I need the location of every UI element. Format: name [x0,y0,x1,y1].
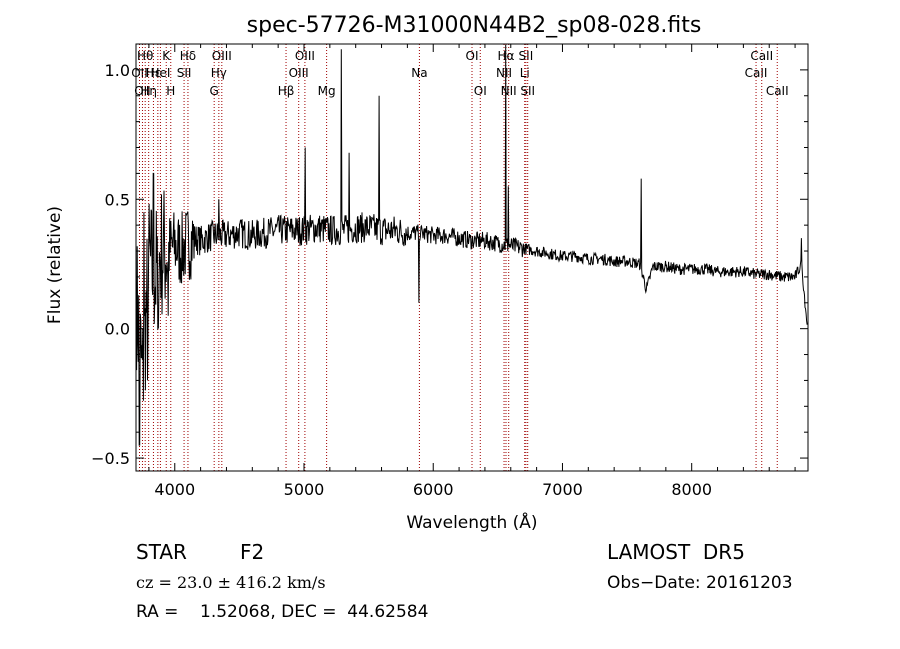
line-marker-label: Hε [146,66,162,80]
line-marker-label: CaII [745,66,768,80]
line-marker-label: OII [134,84,151,98]
line-marker-label: OI [466,49,479,63]
object-subclass: F2 [240,540,265,564]
line-marker-label: OIII [295,49,315,63]
axes: 4000 5000 6000 7000 8000 −0.5 0.0 0.5 1.0 [91,43,809,499]
y-tick-label: 1.0 [105,61,130,80]
y-tick-label: 0.0 [105,320,130,339]
x-axis-label: Wavelength (Å) [406,511,537,533]
x-tick-label: 8000 [671,480,712,499]
line-marker-label: Hη [140,84,157,98]
line-marker-label: G [210,84,219,98]
line-marker-label: Li [520,66,530,80]
line-marker-label: H [166,84,175,98]
line-marker-label: Hδ [180,49,196,63]
line-marker-label: NII [501,84,517,98]
line-marker-label: HeI [150,66,170,80]
line-marker-label: Hγ [211,66,227,80]
plot-frame [135,43,809,472]
y-tick-label: −0.5 [91,449,130,468]
coordinates: RA = 1.52068, DEC = 44.62584 [136,602,429,622]
x-tick-label: 6000 [413,480,454,499]
y-axis-label: Flux (relative) [45,206,65,324]
line-marker-label: SII [519,49,534,63]
spectrum-layer [136,44,808,446]
line-marker-label: Hβ [278,84,295,98]
line-marker-label: OIII [289,66,309,80]
object-class: STAR [136,540,187,564]
line-marker-label: CaII [750,49,773,63]
line-marker-label: CaII [766,84,789,98]
line-marker-label: OI [474,84,487,98]
line-marker-layer: OIIOIIHθHηHεHeIKHSIIHδGHγOIIIHβOIIIOIIIM… [131,44,789,471]
chart-title: spec-57726-M31000N44B2_sp08-028.fits [247,13,702,38]
line-marker-label: K [162,49,171,63]
line-marker-label: SII [177,66,192,80]
x-tick-label: 4000 [154,480,195,499]
spectrum-line [136,44,808,446]
cz-value: cz = 23.0 ± 416.2 km/s [136,573,326,592]
line-marker-label: Mg [318,84,336,98]
obs-date: Obs−Date: 20161203 [607,573,793,593]
line-marker-label: OIII [212,49,232,63]
survey-label: LAMOST DR5 [607,540,745,564]
line-marker-label: Hθ [137,49,153,63]
line-marker-label: SII [520,84,535,98]
line-marker-label: NII [496,66,512,80]
x-tick-label: 7000 [542,480,583,499]
x-tick-label: 5000 [284,480,325,499]
y-tick-label: 0.5 [105,190,130,209]
line-marker-label: Na [411,66,427,80]
